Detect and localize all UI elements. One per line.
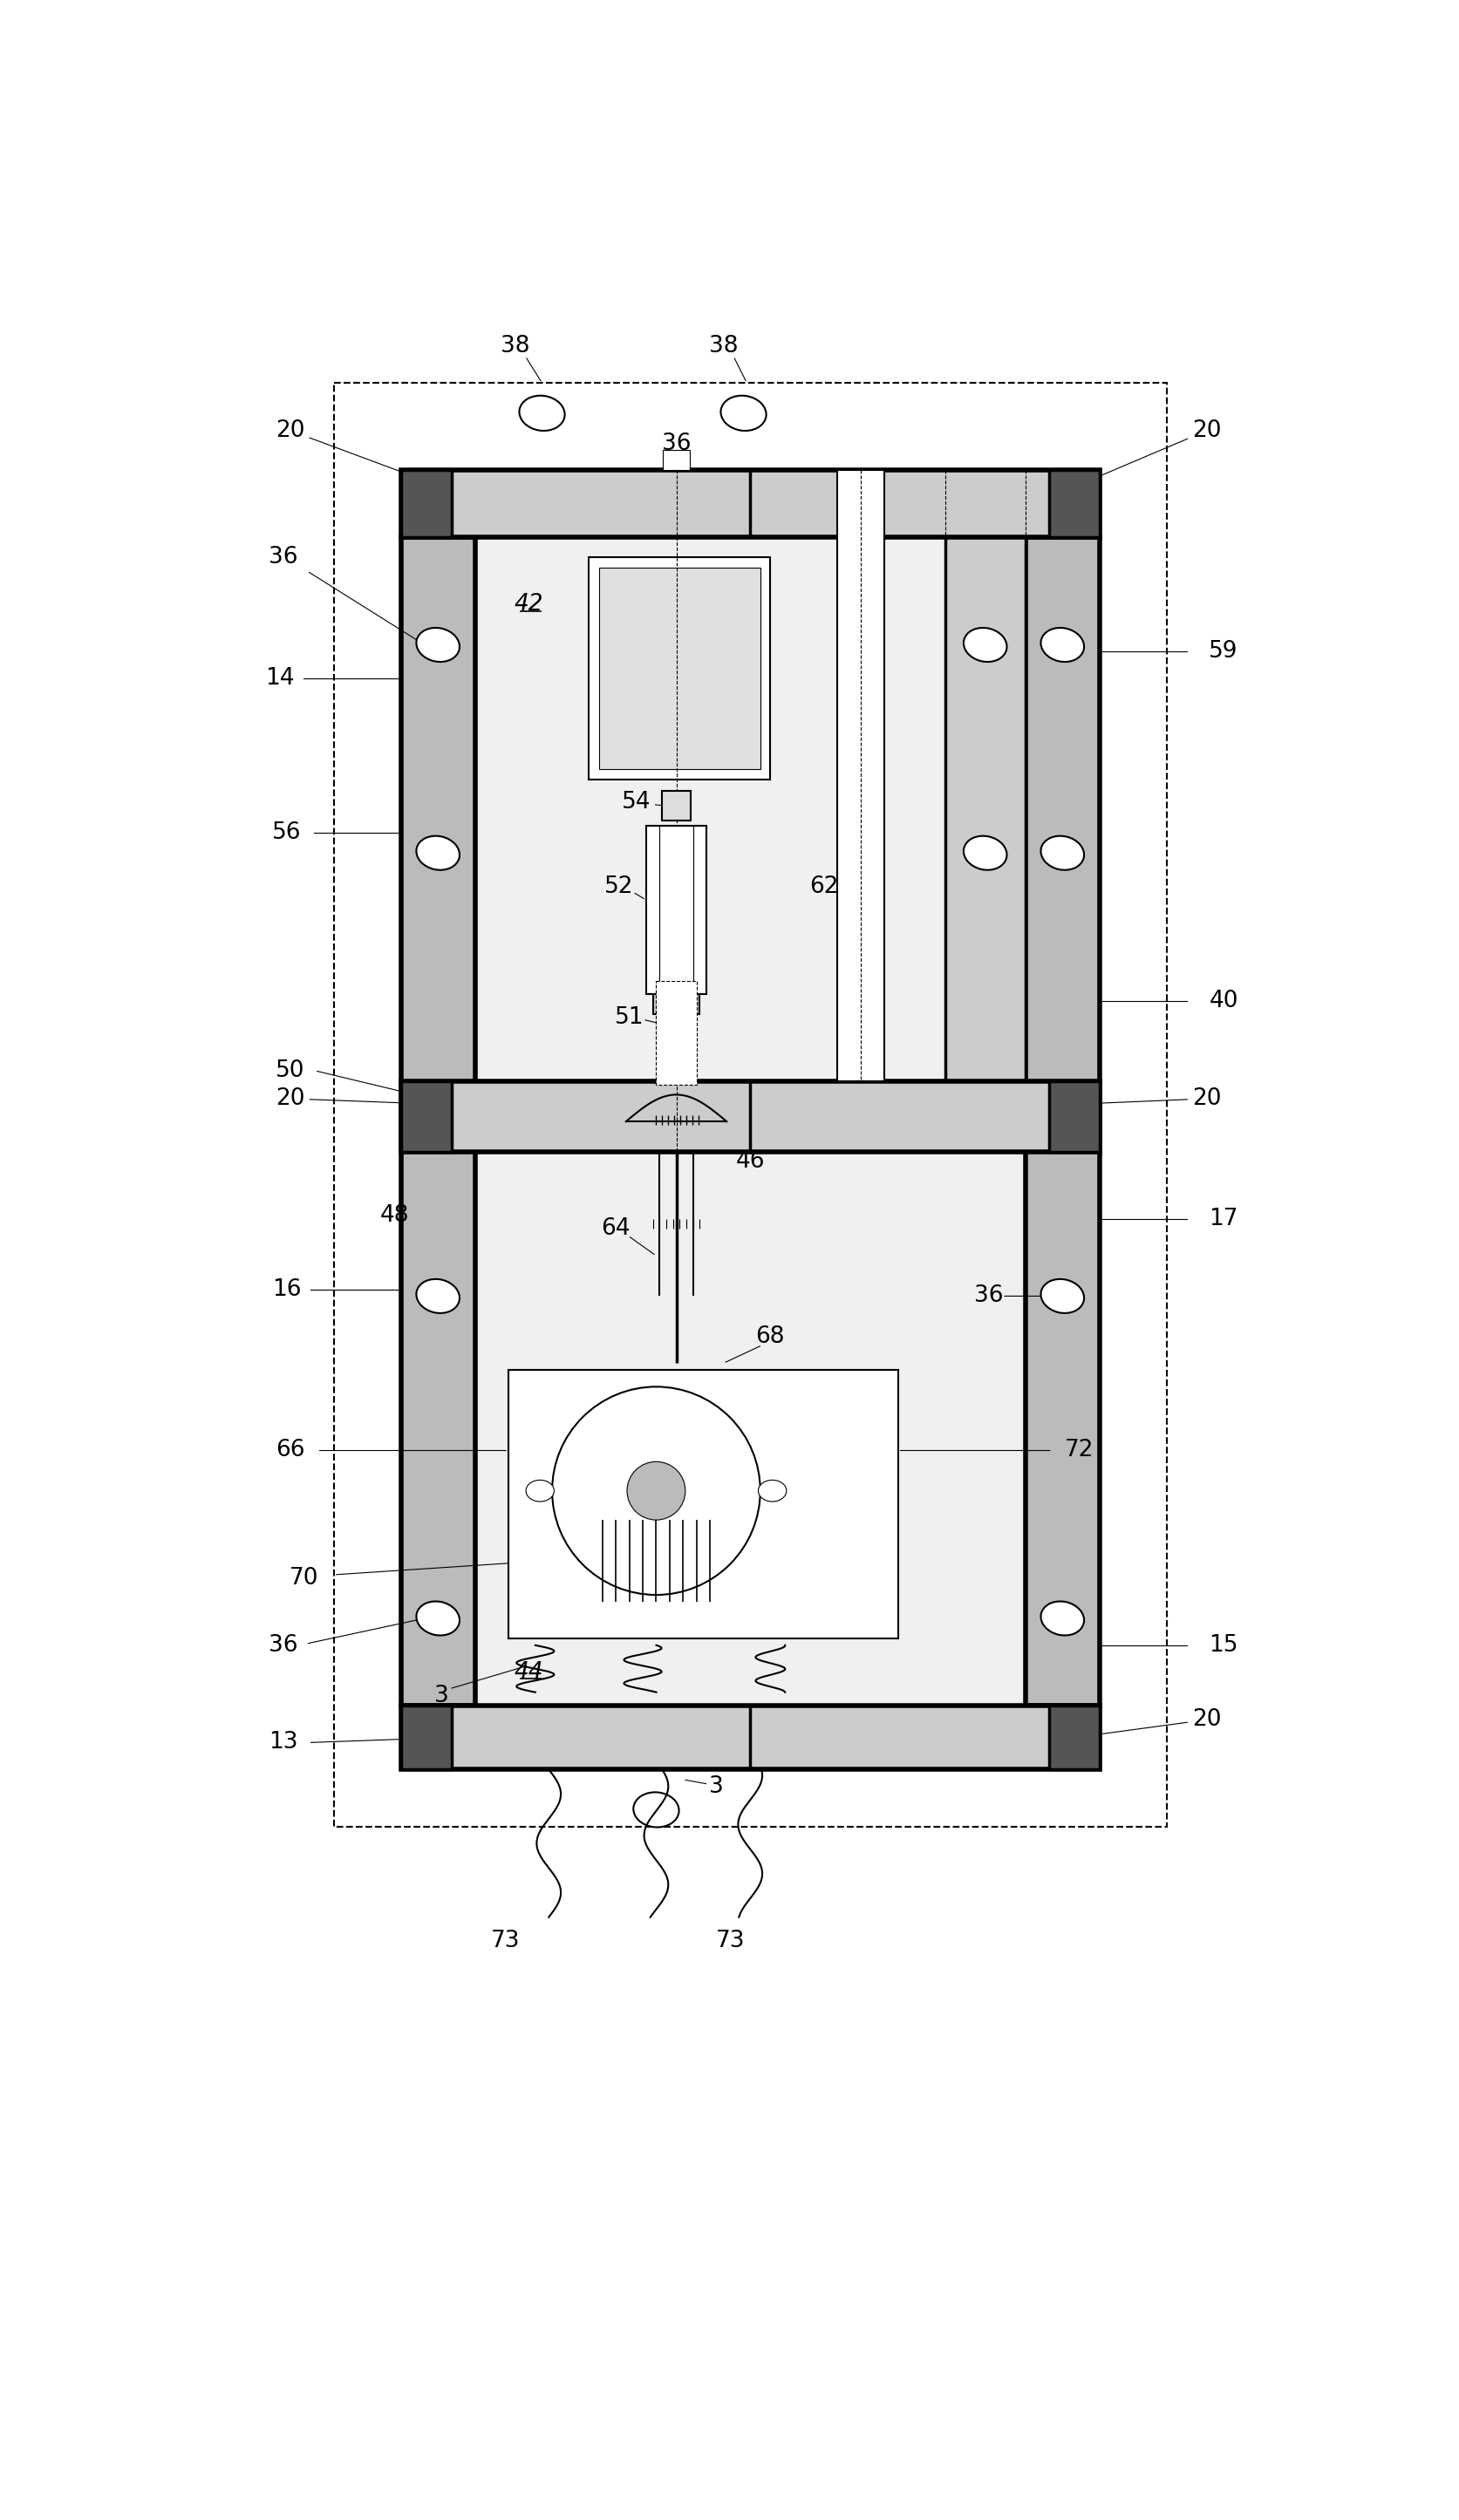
Text: 60: 60 xyxy=(849,572,878,595)
Bar xyxy=(401,471,451,537)
Text: 20: 20 xyxy=(276,1086,449,1109)
Text: 36: 36 xyxy=(661,431,690,454)
Text: 51: 51 xyxy=(614,1005,643,1028)
Text: 52: 52 xyxy=(604,874,633,897)
Text: 3: 3 xyxy=(709,1774,724,1797)
Text: 62: 62 xyxy=(808,874,837,897)
Text: 13: 13 xyxy=(268,1731,298,1754)
Text: 15: 15 xyxy=(1208,1633,1237,1656)
Ellipse shape xyxy=(525,1479,554,1502)
Text: 73: 73 xyxy=(490,1930,519,1953)
Bar xyxy=(655,980,696,1084)
Bar xyxy=(508,1371,897,1638)
Ellipse shape xyxy=(769,1099,811,1134)
Ellipse shape xyxy=(963,627,1007,663)
Ellipse shape xyxy=(633,1792,678,1827)
Ellipse shape xyxy=(769,1721,811,1756)
Bar xyxy=(1049,1706,1099,1769)
Ellipse shape xyxy=(1040,627,1084,663)
Text: 40: 40 xyxy=(1208,990,1237,1013)
Bar xyxy=(334,383,1166,1827)
Text: 59: 59 xyxy=(1208,640,1237,663)
Ellipse shape xyxy=(1040,1600,1084,1635)
Bar xyxy=(944,471,1024,1081)
Ellipse shape xyxy=(560,1099,604,1134)
Circle shape xyxy=(552,1386,760,1595)
Bar xyxy=(1049,471,1099,537)
Text: 16: 16 xyxy=(271,1278,302,1300)
Bar xyxy=(401,1706,451,1769)
Text: 36: 36 xyxy=(268,547,298,570)
Text: 36: 36 xyxy=(973,1285,1002,1308)
Bar xyxy=(588,557,770,779)
Bar xyxy=(474,537,1024,1081)
Text: 20: 20 xyxy=(1064,1709,1221,1739)
Text: 48: 48 xyxy=(379,1205,409,1227)
Text: 14: 14 xyxy=(266,668,295,690)
Bar xyxy=(661,791,690,822)
Bar xyxy=(401,1706,1099,1769)
Ellipse shape xyxy=(416,1280,460,1313)
Bar xyxy=(1024,537,1099,1706)
Bar xyxy=(401,471,1099,537)
Text: 42: 42 xyxy=(514,592,543,615)
Ellipse shape xyxy=(721,486,765,522)
Text: 68: 68 xyxy=(756,1326,785,1348)
Text: 36: 36 xyxy=(268,1633,298,1656)
Text: 38: 38 xyxy=(708,335,737,358)
Text: 3: 3 xyxy=(433,1683,448,1706)
Text: 54: 54 xyxy=(622,791,651,814)
Text: 72: 72 xyxy=(1064,1439,1093,1462)
Ellipse shape xyxy=(560,1721,604,1756)
Bar xyxy=(401,1081,451,1152)
Bar xyxy=(837,471,884,1081)
Bar xyxy=(474,1152,1024,1706)
Text: 17: 17 xyxy=(1208,1207,1237,1230)
Text: 20: 20 xyxy=(1068,418,1221,489)
Text: 44: 44 xyxy=(514,1661,543,1683)
Bar xyxy=(401,1081,1099,1152)
Bar xyxy=(652,993,699,1013)
Text: 50: 50 xyxy=(276,1061,305,1084)
Text: 38: 38 xyxy=(500,335,530,358)
Ellipse shape xyxy=(721,396,766,431)
Text: 66: 66 xyxy=(276,1439,305,1462)
Bar xyxy=(1049,1081,1099,1152)
Ellipse shape xyxy=(757,1479,786,1502)
Text: 56: 56 xyxy=(271,822,302,844)
Ellipse shape xyxy=(1040,1280,1084,1313)
Ellipse shape xyxy=(963,837,1007,869)
Ellipse shape xyxy=(416,837,460,869)
Circle shape xyxy=(627,1462,684,1520)
Ellipse shape xyxy=(1040,837,1084,869)
Bar xyxy=(662,451,689,471)
Text: 70: 70 xyxy=(289,1567,318,1590)
Ellipse shape xyxy=(519,396,565,431)
Text: 47: 47 xyxy=(588,1124,617,1147)
Text: 20: 20 xyxy=(1064,1086,1221,1109)
Ellipse shape xyxy=(519,486,563,522)
Text: 73: 73 xyxy=(715,1930,744,1953)
Ellipse shape xyxy=(416,627,460,663)
Bar xyxy=(598,567,760,769)
Text: 20: 20 xyxy=(276,418,449,489)
Bar xyxy=(646,827,706,993)
Bar xyxy=(401,537,474,1706)
Text: 46: 46 xyxy=(735,1152,765,1174)
Ellipse shape xyxy=(416,1600,460,1635)
Text: 64: 64 xyxy=(601,1217,630,1240)
